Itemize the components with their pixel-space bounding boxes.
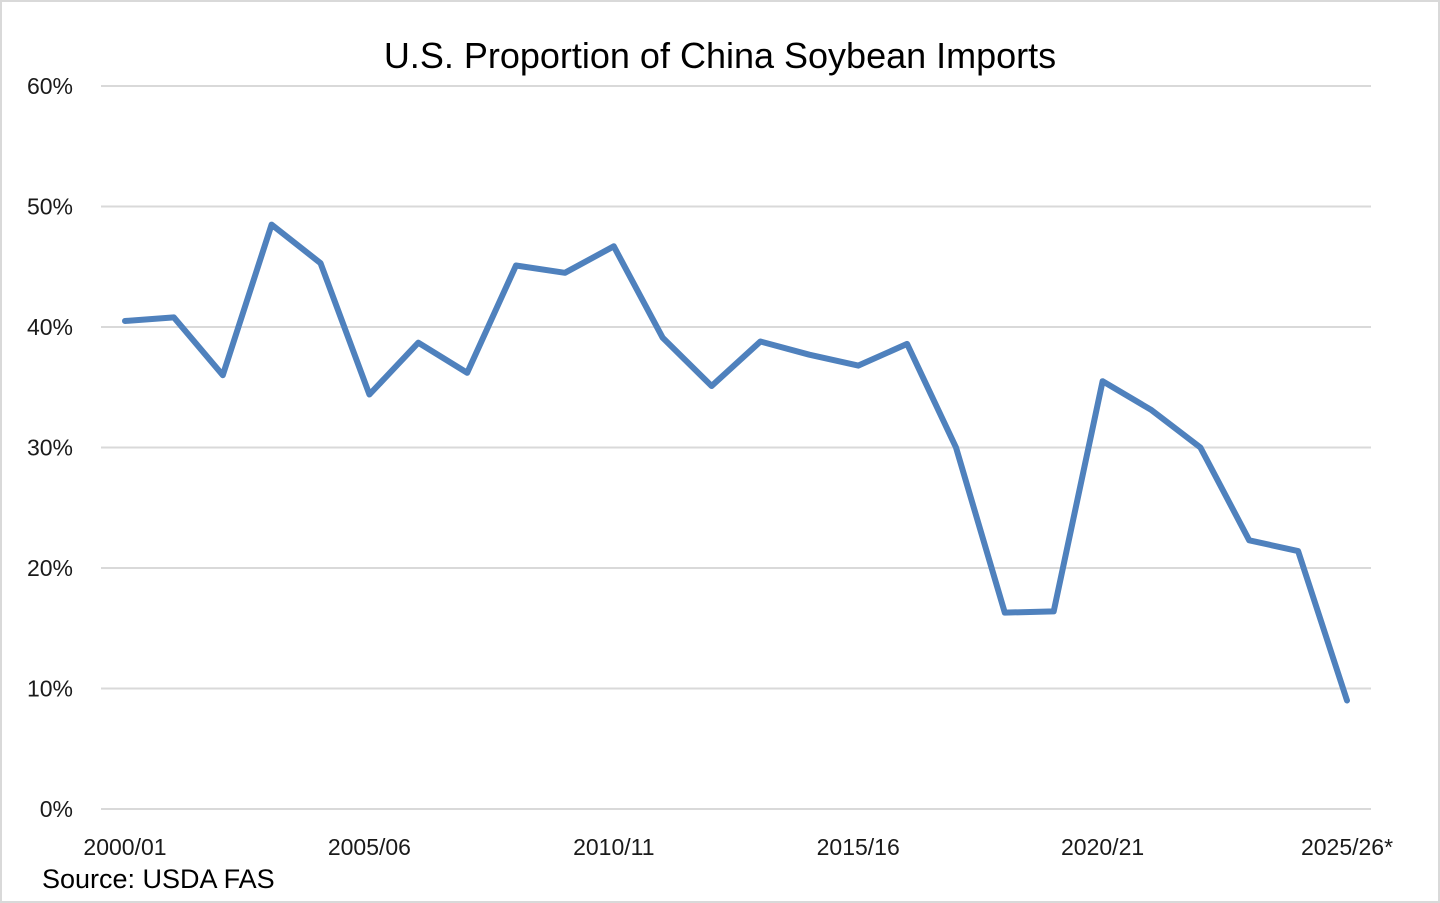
x-axis-ticks: 2000/01 2005/06 2010/11 2015/16 2020/21 2025/…	[83, 834, 1393, 860]
y-tick-label: 0%	[40, 796, 73, 822]
source-note: Source: USDA FAS	[42, 864, 275, 894]
x-tick-label: 2005/06	[328, 834, 411, 860]
y-tick-label: 40%	[27, 314, 73, 340]
data-line	[122, 221, 1350, 704]
x-tick-label: 2025/26*	[1301, 834, 1393, 860]
chart-title: U.S. Proportion of China Soybean Imports	[384, 35, 1056, 76]
y-tick-label: 30%	[27, 435, 73, 461]
y-axis-ticks: 0% 10% 20% 30% 40% 50% 60%	[27, 73, 73, 822]
y-tick-label: 10%	[27, 676, 73, 702]
y-tick-label: 20%	[27, 555, 73, 581]
x-tick-label: 2000/01	[83, 834, 166, 860]
y-tick-label: 50%	[27, 194, 73, 220]
x-tick-label: 2010/11	[573, 834, 654, 860]
x-tick-label: 2015/16	[817, 834, 900, 860]
x-tick-label: 2020/21	[1061, 834, 1144, 860]
y-tick-label: 60%	[27, 73, 73, 99]
gridlines	[101, 85, 1371, 810]
